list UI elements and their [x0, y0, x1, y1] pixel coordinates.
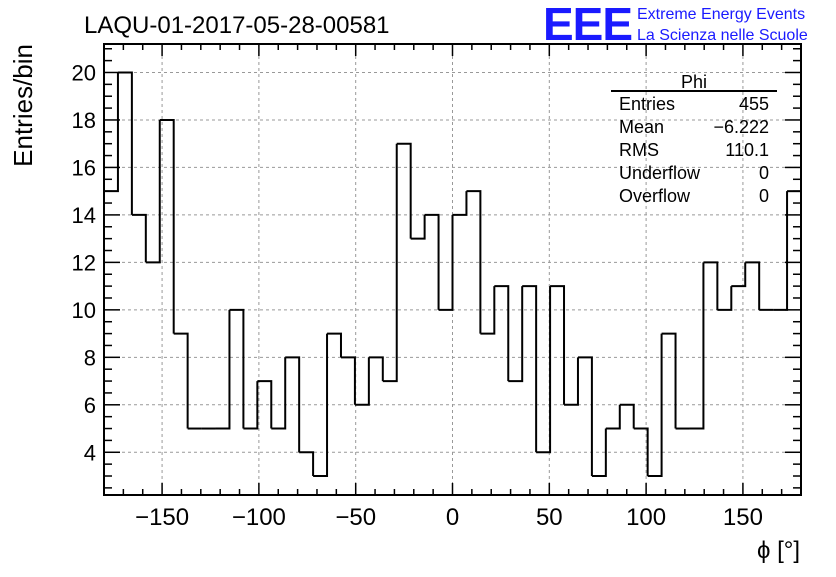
tick-labels: −150 −100 −50 0 50 100 150 4 6 8 10 12 14 16 18 20 [72, 60, 763, 531]
histogram-bin-44 [717, 286, 733, 311]
y-tick-label-1: 6 [84, 393, 96, 418]
axis-ticks [104, 44, 801, 495]
histogram-bin-34 [577, 356, 593, 477]
y-tick-label-6: 16 [72, 155, 96, 180]
stats-row-value-mean: −6.222 [713, 117, 769, 137]
histogram-bin-26 [466, 190, 482, 334]
histogram-bin-11 [257, 380, 273, 429]
histogram-bin-3 [145, 119, 161, 264]
eee-logo: EEE Extreme Energy Events La Scienza nel… [543, 0, 808, 50]
eee-logo-mark: EEE [543, 0, 632, 50]
histogram-bin-1 [117, 71, 133, 215]
stats-box-title: Phi [681, 72, 707, 92]
histogram-bin-19 [368, 356, 384, 382]
histogram-series [104, 71, 801, 478]
histogram-bin-24 [438, 214, 454, 311]
chart-title: LAQU-01-2017-05-28-00581 [84, 12, 390, 39]
histogram-bin-17 [340, 356, 356, 405]
histogram-bin-25 [452, 191, 468, 216]
x-tick-label-4: 50 [536, 504, 563, 531]
histogram-bin-21 [396, 142, 412, 239]
histogram-bin-32 [550, 285, 566, 405]
histogram-bin-5 [173, 332, 189, 429]
histogram-bin-29 [508, 286, 524, 383]
histogram-bin-45 [731, 262, 747, 288]
histogram-bin-13 [285, 356, 301, 453]
stats-box-rows: Entries 455 Mean −6.222 RMS 110.1 Underflow 0 Ov… [619, 94, 769, 206]
histogram-bin-20 [382, 143, 398, 383]
histogram-bin-22 [410, 214, 426, 240]
histogram-bin-18 [354, 357, 370, 406]
histogram-bin-39 [647, 333, 663, 478]
y-tick-label-4: 12 [72, 250, 96, 275]
y-tick-label-5: 14 [72, 203, 96, 228]
y-tick-label-3: 10 [72, 298, 96, 323]
x-tick-label-5: 100 [626, 504, 666, 531]
histogram-bin-43 [703, 261, 719, 310]
histogram-bin-48 [773, 191, 789, 311]
x-tick-label-3: 0 [446, 504, 459, 531]
histogram-bin-8 [215, 309, 231, 430]
y-tick-label-0: 4 [84, 440, 96, 465]
y-tick-label-2: 8 [84, 345, 96, 370]
histogram-bin-10 [243, 381, 259, 430]
stats-row-label-entries: Entries [619, 94, 675, 114]
histogram-bin-15 [313, 333, 329, 478]
x-tick-label-0: −150 [135, 504, 189, 531]
y-axis-label: Entries/bin [8, 44, 38, 167]
histogram-bin-35 [591, 428, 607, 478]
histogram-bin-28 [494, 285, 510, 382]
histogram-bin-42 [689, 262, 705, 430]
histogram-bin-14 [299, 451, 315, 477]
stats-row-value-entries: 455 [739, 94, 769, 114]
histogram-bin-33 [564, 357, 579, 406]
x-tick-label-6: 150 [723, 504, 763, 531]
histogram-bin-38 [633, 427, 649, 477]
stats-row-label-underflow: Underflow [619, 163, 701, 183]
histogram-bin-27 [480, 286, 496, 335]
histogram-bin-2 [131, 213, 147, 263]
x-tick-label-1: −100 [232, 504, 286, 531]
x-axis-label: ϕ [°] [757, 537, 800, 564]
stats-row-label-mean: Mean [619, 117, 664, 137]
histogram-bin-46 [745, 261, 761, 310]
y-tick-label-8: 20 [72, 60, 96, 85]
eee-logo-line1: Extreme Energy Events [637, 6, 805, 23]
stats-row-value-underflow: 0 [759, 163, 769, 183]
y-tick-label-7: 18 [72, 108, 96, 133]
histogram-bin-16 [327, 332, 342, 358]
histogram-bin-30 [522, 285, 538, 453]
histogram-bin-36 [605, 404, 621, 430]
stats-box: Phi Entries 455 Mean −6.222 RMS 110.1 Underflo… [611, 72, 777, 206]
x-tick-label-2: −50 [335, 504, 376, 531]
stats-row-value-overflow: 0 [759, 186, 769, 206]
histogram-bin-4 [159, 118, 175, 334]
histogram-bin-40 [661, 332, 677, 429]
histogram-bin-31 [536, 286, 552, 454]
histogram-bin-12 [271, 357, 287, 430]
stats-row-label-overflow: Overflow [619, 186, 691, 206]
histogram-bin-37 [619, 403, 635, 429]
stats-row-value-rms: 110.1 [725, 140, 769, 160]
histogram-bin-23 [424, 213, 440, 310]
stats-row-label-rms: RMS [619, 140, 659, 160]
eee-logo-line2: La Scienza nelle Scuole [637, 27, 808, 44]
histogram-bin-9 [229, 308, 245, 429]
